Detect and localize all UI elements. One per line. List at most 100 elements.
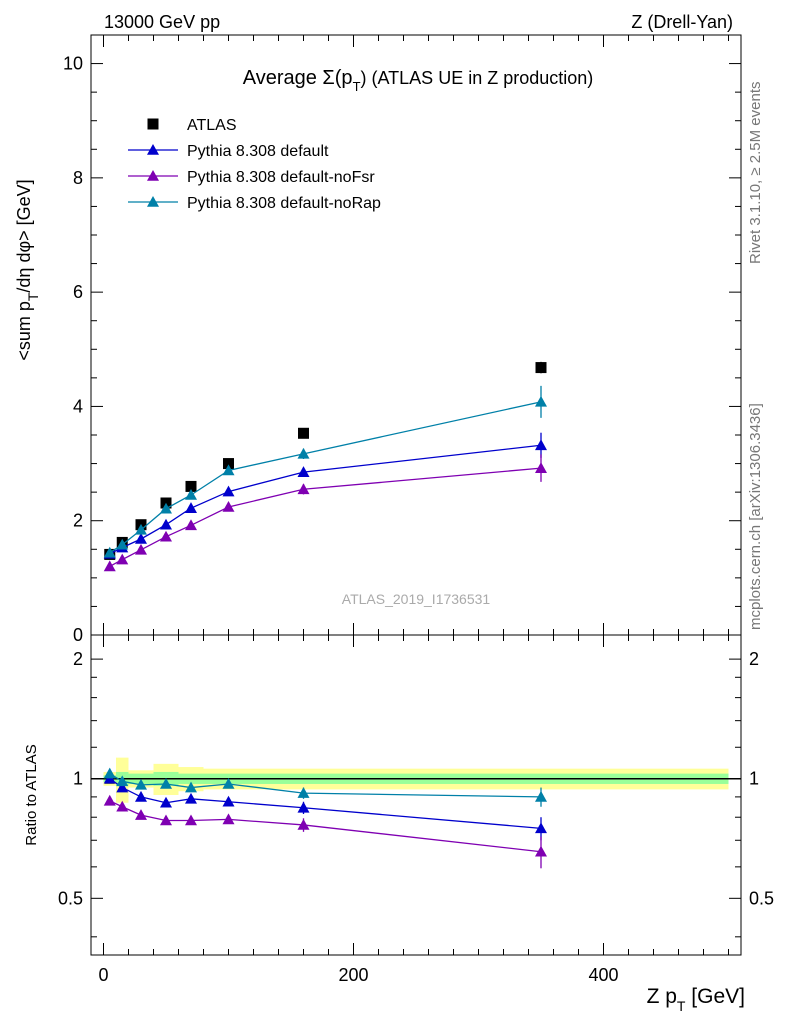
data-point <box>223 458 234 470</box>
main-series-layer <box>103 361 547 572</box>
ratio-series-default <box>103 772 547 841</box>
ratio-point <box>135 809 147 820</box>
data-point <box>535 362 547 374</box>
ratio-point <box>160 796 172 808</box>
series-line <box>109 467 542 567</box>
ratio-ytick-label-right: 2 <box>749 649 759 669</box>
series-line <box>109 444 542 555</box>
plot-title-sub: T <box>353 79 361 94</box>
main-ylabel-post: /dη dφ> [GeV] <box>14 179 34 292</box>
series-line <box>109 401 542 554</box>
legend-marker <box>147 144 159 155</box>
main-ylabel: <sum pT/dη dφ> [GeV] <box>14 179 41 360</box>
ratio-point <box>535 822 547 834</box>
series-noRap <box>103 385 547 558</box>
main-ylabel-sub: T <box>25 292 41 301</box>
ratio-ylabel: Ratio to ATLAS <box>23 744 40 845</box>
ratio-ytick-label-left: 2 <box>73 649 83 669</box>
data-point <box>185 480 197 492</box>
plot-title: Average Σ(pT) (ATLAS UE in Z production) <box>243 67 594 94</box>
data-point <box>535 395 547 407</box>
ratio-point <box>135 778 147 790</box>
data-point <box>185 519 197 531</box>
analysis-watermark: ATLAS_2019_I1736531 <box>342 591 491 607</box>
xlabel-post: [GeV] <box>685 985 745 1008</box>
ratio-point <box>160 814 172 826</box>
legend-marker <box>147 196 159 207</box>
data-point <box>298 427 309 439</box>
plot-title-pre: Average Σ(p <box>243 67 353 89</box>
data-point <box>185 489 197 500</box>
legend-marker <box>147 170 159 181</box>
ratio-ytick-label-right: 0.5 <box>749 888 774 908</box>
legend-label: ATLAS <box>187 117 237 134</box>
legend: ATLAS Pythia 8.308 default Pythia 8.308 de… <box>128 117 381 212</box>
data-point <box>116 553 129 565</box>
legend-label: Pythia 8.308 default-noFsr <box>187 169 375 186</box>
ratio-point <box>116 781 129 793</box>
xlabel-pre: Z p <box>647 985 677 1008</box>
series-atlas <box>104 361 547 560</box>
ratio-point <box>116 800 129 812</box>
ratio-point <box>222 813 235 825</box>
xlabel: Z pT [GeV] <box>647 985 745 1014</box>
ratio-point <box>222 795 235 807</box>
data-point <box>297 447 310 459</box>
ratio-ytick-label-left: 0.5 <box>58 888 83 908</box>
xtick-label: 400 <box>588 965 618 985</box>
ratio-line <box>109 800 542 853</box>
header-right: Z (Drell-Yan) <box>631 12 733 32</box>
ratio-point <box>135 790 147 802</box>
main-ytick-label: 10 <box>63 54 83 74</box>
data-point <box>222 464 235 476</box>
plot-title-post: ) (ATLAS UE in Z production) <box>361 68 594 88</box>
axis-ticks: 0 2 4 6 8 10 0.5 0.5 1 1 2 2 0 200 400 <box>58 34 774 985</box>
ratio-point <box>297 787 310 798</box>
ratio-series-noFsr <box>103 794 547 869</box>
data-point <box>535 439 547 451</box>
legend-marker-atlas <box>147 118 159 130</box>
data-point <box>135 523 147 535</box>
ratio-point <box>297 801 310 813</box>
ratio-series-noRap <box>103 767 547 807</box>
data-point <box>160 530 172 542</box>
ratio-ytick-label-left: 1 <box>73 769 83 789</box>
ratio-point <box>116 775 129 787</box>
ratio-point <box>160 777 172 789</box>
legend-label: Pythia 8.308 default-noRap <box>187 195 381 212</box>
data-point <box>222 501 235 512</box>
data-point <box>135 543 147 555</box>
data-point <box>116 538 129 550</box>
data-point <box>535 462 547 473</box>
ratio-point <box>222 777 235 789</box>
main-ytick-label: 2 <box>73 511 83 531</box>
series-noFsr <box>103 454 547 572</box>
main-ytick-label: 4 <box>73 396 83 416</box>
main-ytick-label: 6 <box>73 282 83 302</box>
data-point <box>135 533 147 544</box>
ratio-point <box>535 790 547 802</box>
data-point <box>222 485 235 497</box>
ratio-uncertainty-band <box>91 757 741 803</box>
ratio-frame <box>90 634 742 956</box>
ratio-point <box>535 845 547 857</box>
main-ylabel-pre: <sum p <box>14 301 34 361</box>
data-point <box>297 466 310 477</box>
ratio-series-layer <box>103 767 547 869</box>
ratio-ytick-label-right: 1 <box>749 769 759 789</box>
ratio-point <box>185 792 197 804</box>
header-left: 13000 GeV pp <box>104 12 220 32</box>
data-point <box>185 502 197 513</box>
data-point <box>160 518 172 530</box>
ratio-point <box>185 814 197 826</box>
data-point <box>160 502 172 514</box>
xtick-label: 0 <box>98 965 108 985</box>
xlabel-sub: T <box>677 998 686 1014</box>
xtick-label: 200 <box>338 965 368 985</box>
ratio-point <box>103 767 116 779</box>
rivet-label: Rivet 3.1.10, ≥ 2.5M events <box>747 82 764 265</box>
data-point <box>103 560 116 572</box>
ratio-point <box>297 818 310 830</box>
legend-label: Pythia 8.308 default <box>187 143 329 160</box>
main-ytick-label: 0 <box>73 625 83 645</box>
